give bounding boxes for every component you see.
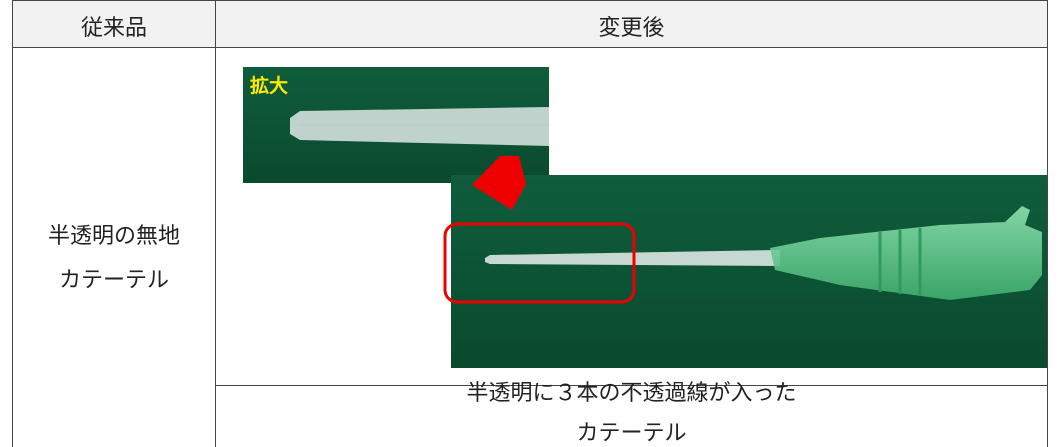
- header-cell: [215, 0, 1048, 48]
- catheter-hub: [770, 206, 1042, 300]
- cell-text: カテーテル: [58, 267, 169, 292]
- body-cell: [215, 385, 1048, 447]
- header-cell: [12, 0, 216, 48]
- cell-text: 半透明の無地: [47, 223, 180, 248]
- header-text: 従来品: [80, 15, 147, 40]
- highlight-box: [443, 222, 636, 304]
- header-text: 変更後: [598, 15, 665, 40]
- photo-label: 拡大: [250, 74, 288, 97]
- catheter-zoom: [290, 107, 549, 146]
- cell-text: カテーテル: [576, 420, 687, 445]
- hub-ridges: [878, 228, 922, 296]
- cell-text: 半透明に３本の不透過線が入った: [466, 380, 797, 405]
- arrow: [472, 156, 526, 210]
